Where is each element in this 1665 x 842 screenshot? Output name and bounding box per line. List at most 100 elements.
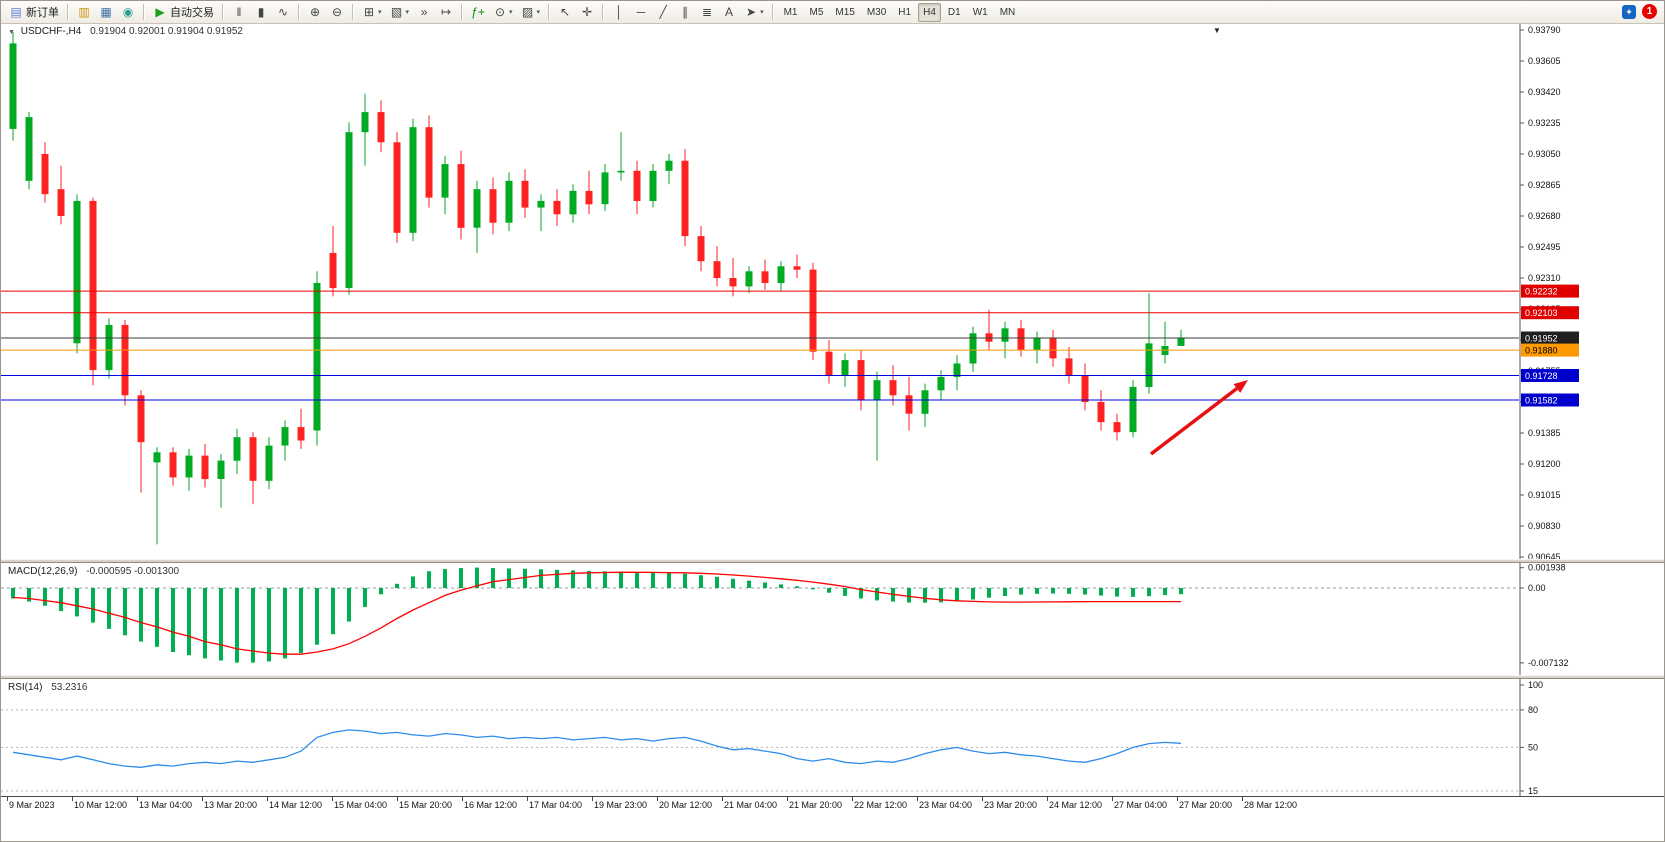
macd-histogram-bar: [235, 588, 239, 663]
timeframe-w1-button[interactable]: W1: [972, 6, 988, 18]
trendline-button-icon: ╱: [659, 5, 667, 19]
candle-body: [297, 427, 305, 441]
macd-histogram-bar: [731, 578, 735, 588]
panel-separator[interactable]: [1, 559, 1664, 563]
cursor-button[interactable]: ↖: [554, 2, 576, 22]
candle-body: [537, 200, 545, 208]
dropdown-caret-icon: ▾: [509, 9, 513, 16]
fibonacci-button[interactable]: ≣: [696, 2, 718, 22]
trendline-button[interactable]: ╱: [652, 2, 674, 22]
toolbar-separator: [771, 4, 774, 20]
candle-body: [313, 283, 321, 431]
vertical-line-button[interactable]: │: [608, 2, 630, 22]
timeframe-h1-button[interactable]: H1: [898, 6, 912, 18]
timeframe-mn-button[interactable]: MN: [999, 6, 1016, 18]
timeframe-d1-button[interactable]: D1: [947, 6, 961, 18]
price-tag-label: 0.92103: [1525, 308, 1558, 318]
macd-histogram-bar: [1035, 588, 1039, 594]
time-axis[interactable]: 9 Mar 2023 10 Mar 12:00 13 Mar 04:00 13 Mar…: [1, 796, 1664, 841]
time-tick: [527, 797, 528, 801]
bar-chart-button-icon: ‖: [236, 5, 242, 19]
time-tick: [592, 797, 593, 801]
autotrading-button-icon: ▶: [155, 5, 165, 19]
market-watch-icon[interactable]: ▥: [73, 2, 95, 22]
candle-body: [1145, 343, 1153, 387]
macd-histogram-bar: [123, 588, 127, 636]
candle-body: [1113, 422, 1121, 433]
macd-signal-line: [12, 571, 1181, 655]
time-label: 13 Mar 04:00: [139, 800, 193, 810]
macd-histogram-bar: [203, 588, 207, 659]
macd-histogram-bar: [683, 573, 687, 588]
timeframe-h4-button[interactable]: H4: [918, 2, 941, 22]
periods-button[interactable]: ⊙ ▾: [489, 2, 517, 22]
price-label: 0.93605: [1528, 56, 1561, 66]
one-click-trading-toggle-icon[interactable]: ▼: [8, 29, 15, 36]
trend-arrow[interactable]: [1149, 387, 1238, 456]
macd-histogram-bar: [1019, 588, 1023, 595]
chart-shift-marker[interactable]: ▼: [1213, 26, 1221, 35]
line-chart-button[interactable]: ∿: [272, 2, 294, 22]
price-tag: [1521, 393, 1579, 407]
candle-body: [25, 117, 33, 181]
timeframe-m30-button[interactable]: M30: [866, 6, 887, 18]
bar-chart-button[interactable]: ‖: [228, 2, 250, 22]
macd-histogram-bar: [491, 568, 495, 588]
chart-shift-button[interactable]: ↦: [435, 2, 457, 22]
rsi-header: RSI(14) 53.2316: [8, 682, 87, 693]
time-tick: [1242, 797, 1243, 801]
toolbar-separator: [352, 4, 354, 20]
time-label: 15 Mar 04:00: [334, 800, 388, 810]
zoom-in-button[interactable]: ⊕: [304, 2, 326, 22]
timeframe-m5-button[interactable]: M5: [809, 6, 824, 18]
time-label: 23 Mar 04:00: [919, 800, 973, 810]
zoom-out-button[interactable]: ⊖: [326, 2, 348, 22]
macd-values: -0.000595 -0.001300: [86, 566, 180, 577]
notification-badge[interactable]: 1: [1642, 4, 1657, 19]
time-tick: [462, 797, 463, 801]
indicators-button[interactable]: ƒ+: [467, 2, 489, 22]
panel-separator[interactable]: [1, 675, 1664, 679]
macd-chart[interactable]: 0.001938 0.00 -0.007132: [1, 563, 1665, 675]
horizontal-line-button[interactable]: ─: [630, 2, 652, 22]
timeframe-m15-button[interactable]: M15: [835, 6, 855, 18]
new-chart-button[interactable]: ⊞ ▾: [358, 2, 386, 22]
toolbar-separator: [298, 4, 300, 20]
candle-body: [121, 324, 129, 396]
new-order-button[interactable]: ▤ 新订单: [10, 5, 59, 19]
candle-body: [377, 112, 385, 143]
dropdown-caret-icon: ▾: [536, 9, 541, 16]
time-tick: [7, 797, 8, 801]
macd-histogram-bar: [715, 576, 719, 588]
candle-body: [1081, 375, 1089, 402]
auto-scroll-button[interactable]: »: [413, 2, 435, 22]
candle-body: [265, 445, 273, 481]
candlestick-chart-button[interactable]: ▮: [250, 2, 272, 22]
time-label: 10 Mar 12:00: [74, 800, 128, 810]
macd-histogram-bar: [907, 588, 911, 603]
arrows-button[interactable]: ➤ ▾: [740, 2, 768, 22]
macd-histogram-bar: [379, 588, 383, 595]
templates-button[interactable]: ▨ ▾: [517, 2, 545, 22]
candle-body: [745, 271, 753, 287]
notifications-icon[interactable]: ✦: [1622, 5, 1636, 19]
macd-histogram-bar: [971, 588, 975, 600]
text-button[interactable]: A: [718, 2, 740, 22]
chart-header: ▼ USDCHF-,H4 0.91904 0.92001 0.91904 0.9…: [8, 26, 243, 37]
time-label: 17 Mar 04:00: [529, 800, 583, 810]
macd-histogram-bar: [763, 582, 767, 588]
market-watch-icon-icon: ▥: [78, 5, 90, 19]
navigator-icon[interactable]: ◉: [117, 2, 139, 22]
crosshair-button[interactable]: ✛: [576, 2, 598, 22]
candle-body: [9, 43, 17, 129]
candle-body: [857, 360, 865, 401]
autotrading-button[interactable]: ▶ 自动交易: [149, 2, 218, 22]
profiles-button[interactable]: ▧ ▾: [386, 2, 414, 22]
channel-button[interactable]: ∥: [674, 2, 696, 22]
candle-body: [681, 160, 689, 237]
timeframe-m1-button[interactable]: M1: [783, 6, 798, 18]
price-chart[interactable]: 0.93790 0.93605 0.93420 0.93235 0.93050 0.928…: [1, 23, 1665, 562]
macd-histogram-bar: [75, 588, 79, 617]
data-window-icon[interactable]: ▦: [95, 2, 117, 22]
rsi-chart[interactable]: 100 80 50 15: [1, 679, 1665, 796]
